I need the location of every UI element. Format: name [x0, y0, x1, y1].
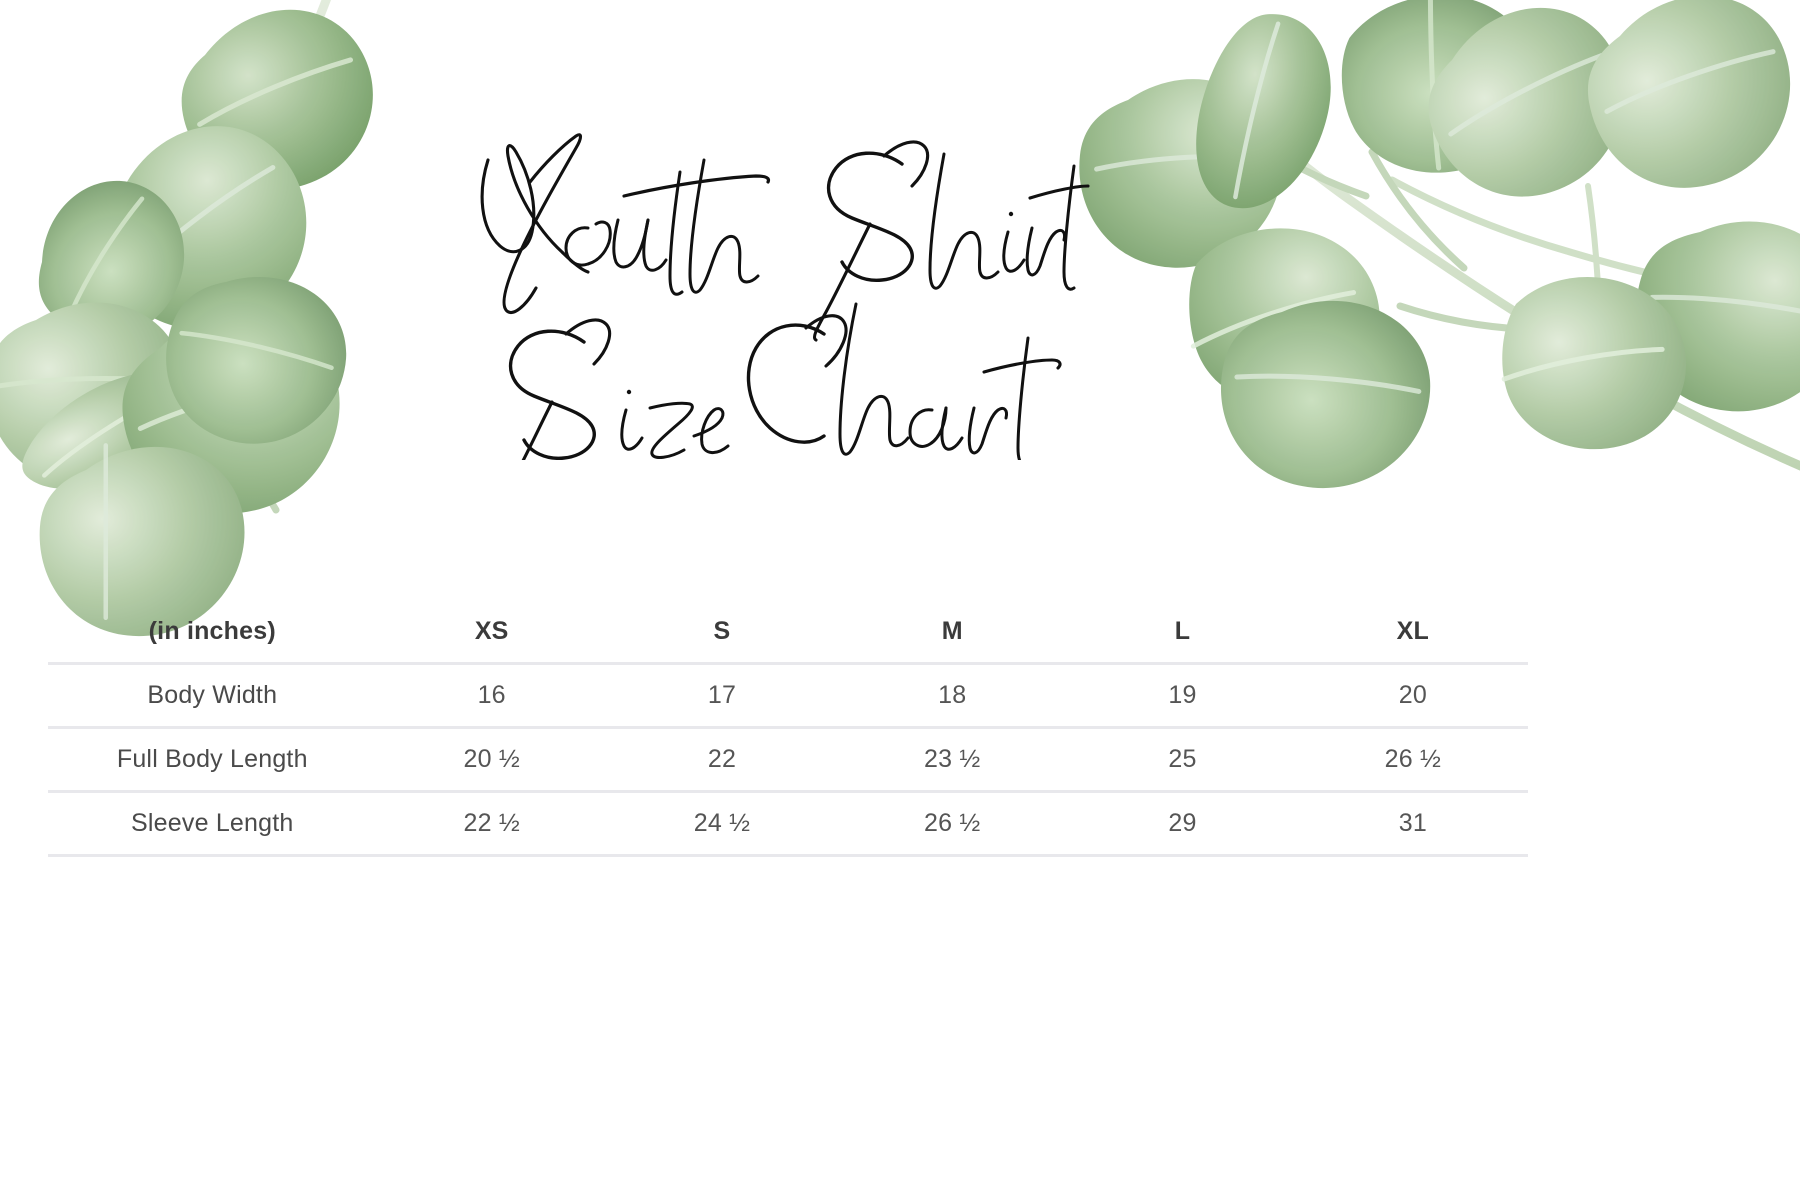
header-size-l: L — [1174, 616, 1191, 645]
cell-body-width-s: 17 — [606, 662, 838, 728]
cell-body-width-m: 18 — [837, 662, 1068, 728]
cell-sleeve-length-xs: 22 ½ — [376, 790, 607, 857]
cell-sleeve-length-l: 29 — [1067, 790, 1298, 857]
row-label-body-width: Body Width — [48, 662, 377, 728]
cell-sleeve-length-s: 24 ½ — [606, 790, 838, 857]
table-row: Full Body Length 20 ½ 22 23 ½ 25 26 ½ — [48, 726, 1528, 792]
cell-full-body-length-m: 23 ½ — [837, 726, 1068, 792]
cell-body-width-l: 19 — [1067, 662, 1298, 728]
eucalyptus-branch-left — [0, 0, 373, 637]
cell-full-body-length-xs: 20 ½ — [376, 726, 607, 792]
leaf — [122, 309, 340, 514]
header-unit-label: (in inches) — [148, 616, 276, 645]
leaf — [1196, 14, 1331, 209]
leaf — [1588, 0, 1791, 188]
leaf — [1501, 276, 1686, 450]
eucalyptus-branch-right — [1079, 0, 1800, 488]
leaf — [1189, 228, 1380, 406]
cell-body-width-xl: 20 — [1297, 662, 1528, 728]
leaf — [38, 180, 185, 337]
cell-full-body-length-l: 25 — [1067, 726, 1298, 792]
header-size-xl: XL — [1396, 616, 1430, 645]
cell-body-width-xs: 16 — [376, 662, 607, 728]
row-label-full-body-length: Full Body Length — [48, 726, 377, 792]
row-label-sleeve-length: Sleeve Length — [48, 790, 377, 857]
leaf — [181, 9, 373, 190]
table-row: Sleeve Length 22 ½ 24 ½ 26 ½ 29 31 — [48, 790, 1528, 857]
cell-full-body-length-s: 22 — [606, 726, 838, 792]
handwritten-title: Youth Shirt Size Chart — [480, 133, 1090, 520]
leaf — [1221, 300, 1431, 488]
cell-sleeve-length-m: 26 ½ — [837, 790, 1068, 857]
page-title: Youth Shirt Size Chart — [0, 120, 1560, 520]
leaf — [166, 277, 347, 444]
header-size-xs: XS — [474, 616, 509, 645]
table-head: (in inches) XS S M L XL — [48, 600, 1528, 664]
title-script-art: Youth Shirt Size Chart — [470, 120, 1090, 520]
header-size-m: M — [941, 616, 963, 645]
cell-full-body-length-xl: 26 ½ — [1297, 726, 1528, 792]
table-header-row: (in inches) XS S M L XL — [48, 600, 1528, 664]
leaf — [101, 126, 307, 330]
leaf — [1428, 8, 1624, 197]
size-chart-table: (in inches) XS S M L XL Body Width 16 17… — [48, 600, 1528, 857]
leaf — [22, 372, 188, 489]
header-size-s: S — [713, 616, 731, 645]
leaf — [1341, 0, 1538, 173]
leaf — [1079, 79, 1283, 268]
cell-sleeve-length-xl: 31 — [1297, 790, 1528, 857]
size-chart-table-container: (in inches) XS S M L XL Body Width 16 17… — [48, 600, 1528, 857]
leaf — [0, 302, 185, 484]
table-row: Body Width 16 17 18 19 20 — [48, 662, 1528, 728]
leaf — [1636, 221, 1800, 412]
table-body: Body Width 16 17 18 19 20 Full Body Leng… — [48, 662, 1528, 857]
